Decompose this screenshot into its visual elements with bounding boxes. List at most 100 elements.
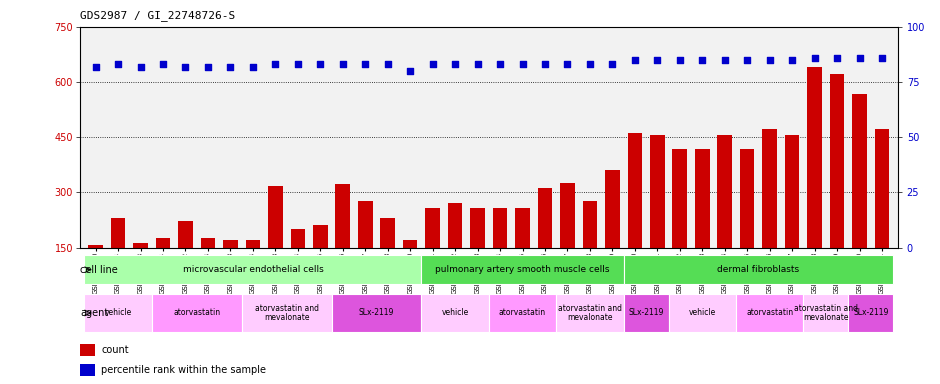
Point	[695, 57, 710, 63]
Point	[470, 61, 485, 68]
Text: atorvastatin and
mevalonate: atorvastatin and mevalonate	[793, 304, 858, 322]
Point	[88, 63, 103, 70]
Bar	[425, 208, 440, 303]
Bar	[538, 188, 553, 303]
Text: GDS2987 / GI_22748726-S: GDS2987 / GI_22748726-S	[80, 10, 235, 21]
Bar	[830, 74, 844, 303]
Point	[223, 63, 238, 70]
Text: vehicle: vehicle	[442, 308, 469, 318]
Bar	[650, 135, 665, 303]
Point	[425, 61, 440, 68]
Point	[380, 61, 395, 68]
Bar	[268, 186, 283, 303]
Bar	[313, 225, 328, 303]
Point	[245, 63, 260, 70]
Text: atorvastatin: atorvastatin	[499, 308, 546, 318]
Text: pulmonary artery smooth muscle cells: pulmonary artery smooth muscle cells	[435, 265, 610, 274]
Bar	[668, 294, 736, 332]
Point	[852, 55, 867, 61]
Point	[807, 55, 822, 61]
Bar	[785, 135, 799, 303]
Text: dermal fibroblasts: dermal fibroblasts	[717, 265, 799, 274]
Bar	[403, 240, 417, 303]
Bar	[179, 221, 193, 303]
Bar	[560, 182, 574, 303]
Point	[874, 55, 889, 61]
Bar	[695, 149, 710, 303]
Bar	[736, 294, 804, 332]
Point	[290, 61, 306, 68]
Bar	[875, 129, 889, 303]
Text: count: count	[102, 345, 129, 355]
Bar	[156, 238, 170, 303]
Point	[627, 57, 642, 63]
Bar	[85, 255, 421, 285]
Bar	[740, 149, 755, 303]
Bar	[762, 129, 777, 303]
Bar	[583, 201, 597, 303]
Bar	[605, 170, 619, 303]
Text: SLx-2119: SLx-2119	[628, 308, 664, 318]
Text: agent: agent	[80, 308, 109, 318]
Point	[313, 61, 328, 68]
Point	[515, 61, 530, 68]
Bar	[242, 294, 332, 332]
Bar	[290, 228, 306, 303]
Text: microvascular endothelial cells: microvascular endothelial cells	[182, 265, 323, 274]
Point	[402, 68, 417, 74]
Point	[583, 61, 598, 68]
Point	[358, 61, 373, 68]
Bar	[807, 67, 822, 303]
Bar	[470, 208, 485, 303]
Point	[762, 57, 777, 63]
Bar	[80, 344, 95, 356]
Bar	[151, 294, 242, 332]
Bar	[85, 294, 151, 332]
Bar	[672, 149, 687, 303]
Bar	[245, 240, 260, 303]
Bar	[515, 208, 530, 303]
Point	[200, 63, 215, 70]
Text: vehicle: vehicle	[104, 308, 132, 318]
Point	[717, 57, 732, 63]
Point	[829, 55, 844, 61]
Bar	[493, 208, 508, 303]
Point	[133, 63, 149, 70]
Point	[538, 61, 553, 68]
Text: percentile rank within the sample: percentile rank within the sample	[102, 365, 266, 375]
Bar	[223, 240, 238, 303]
Point	[178, 63, 193, 70]
Bar	[421, 294, 489, 332]
Bar	[556, 294, 623, 332]
Point	[785, 57, 800, 63]
Point	[740, 57, 755, 63]
Text: SLx-2119: SLx-2119	[854, 308, 888, 318]
Bar	[358, 201, 372, 303]
Point	[336, 61, 351, 68]
Bar	[717, 135, 732, 303]
Text: vehicle: vehicle	[689, 308, 716, 318]
Bar	[200, 238, 215, 303]
Bar	[623, 255, 893, 285]
Bar	[336, 184, 350, 303]
Bar	[489, 294, 556, 332]
Text: atorvastatin and
mevalonate: atorvastatin and mevalonate	[558, 304, 622, 322]
Bar	[804, 294, 848, 332]
Bar	[88, 245, 102, 303]
Text: atorvastatin: atorvastatin	[746, 308, 793, 318]
Text: atorvastatin and
mevalonate: atorvastatin and mevalonate	[255, 304, 319, 322]
Bar	[111, 217, 125, 303]
Point	[604, 61, 619, 68]
Point	[268, 61, 283, 68]
Text: cell line: cell line	[80, 265, 118, 275]
Point	[560, 61, 575, 68]
Text: atorvastatin: atorvastatin	[173, 308, 220, 318]
Point	[447, 61, 462, 68]
Bar	[332, 294, 421, 332]
Bar	[447, 203, 462, 303]
Bar	[80, 364, 95, 376]
Point	[111, 61, 126, 68]
Text: SLx-2119: SLx-2119	[359, 308, 394, 318]
Bar	[853, 94, 867, 303]
Bar	[421, 255, 623, 285]
